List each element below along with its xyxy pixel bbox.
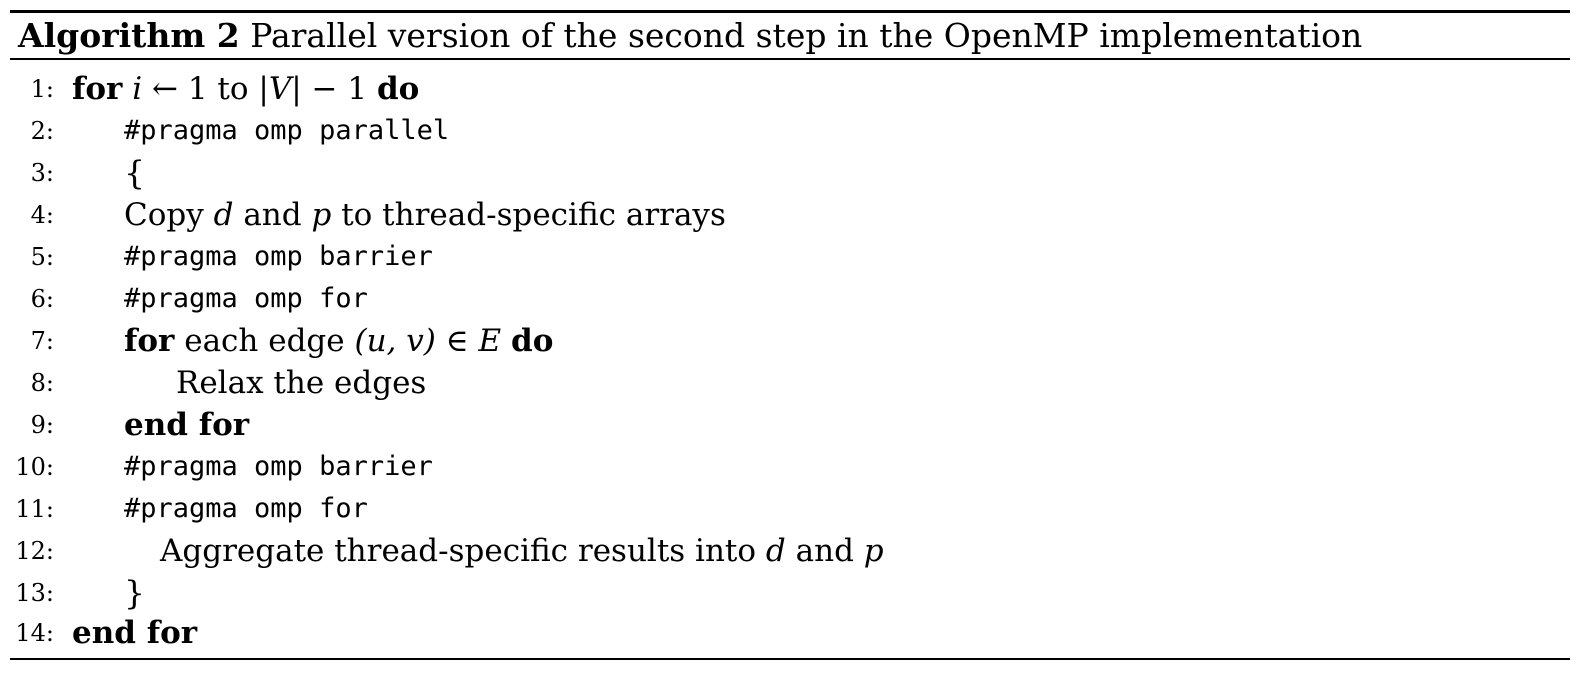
caption-rule [10, 58, 1570, 60]
algorithm-title: Parallel version of the second step in t… [250, 16, 1363, 55]
keyword-do: do [376, 71, 420, 107]
line-statement: for each edge (u, v) ∈ E do [124, 320, 553, 362]
line-number: 11: [15, 495, 54, 523]
line-number: 6: [30, 285, 54, 313]
line-number: 10: [15, 453, 54, 481]
pragma-for: #pragma omp for [124, 493, 368, 524]
pragma-parallel: #pragma omp parallel [124, 115, 450, 146]
element-of: ∈ [445, 323, 469, 359]
loop-variable: i [132, 71, 143, 107]
pragma-for: #pragma omp for [124, 283, 368, 314]
line-number: 8: [30, 369, 54, 397]
range-start: 1 to [187, 71, 249, 107]
assign-arrow: ← [152, 71, 178, 107]
algorithm-caption: Algorithm 2 Parallel version of the seco… [18, 16, 1362, 56]
line-statement: Aggregate thread-specific results into d… [160, 530, 884, 572]
var-d: d [765, 533, 786, 569]
keyword-end-for: end for [124, 407, 250, 443]
line-number: 4: [30, 201, 54, 229]
line-statement: Copy d and p to thread-specific arrays [124, 194, 726, 236]
var-p: p [863, 533, 884, 569]
keyword-for: for [72, 71, 123, 107]
pragma-barrier: #pragma omp barrier [124, 241, 433, 272]
close-brace: } [124, 573, 145, 612]
text-and: and [243, 197, 302, 233]
keyword-do: do [511, 323, 554, 359]
line-number: 7: [30, 327, 54, 355]
text-each-edge: each edge [184, 323, 345, 359]
top-rule [10, 10, 1570, 13]
bottom-rule [10, 658, 1570, 660]
text-target: to thread-specific arrays [341, 197, 726, 233]
pragma-barrier: #pragma omp barrier [124, 451, 433, 482]
text-copy: Copy [124, 197, 204, 233]
var-d: d [213, 197, 234, 233]
line-number: 12: [15, 537, 54, 565]
text-and: and [795, 533, 854, 569]
line-number: 5: [30, 243, 54, 271]
edge-set: E [478, 323, 502, 359]
line-number: 9: [30, 411, 54, 439]
var-p: p [311, 197, 332, 233]
relax-statement: Relax the edges [176, 365, 427, 401]
line-number: 2: [30, 117, 54, 145]
keyword-end-for: end for [72, 615, 198, 651]
line-number: 3: [30, 159, 54, 187]
line-number: 13: [15, 579, 54, 607]
open-brace: { [124, 153, 145, 192]
text-aggregate: Aggregate thread-specific results into [160, 533, 757, 569]
range-offset: − 1 [311, 71, 368, 107]
vertex-count: |V| [258, 71, 302, 107]
edge-pair: (u, v) [354, 323, 436, 359]
line-number: 14: [15, 619, 54, 647]
line-statement: for i ← 1 to |V| − 1 do [72, 68, 419, 110]
keyword-for: for [124, 323, 175, 359]
algorithm-label: Algorithm 2 [18, 16, 240, 55]
line-number: 1: [30, 75, 54, 103]
